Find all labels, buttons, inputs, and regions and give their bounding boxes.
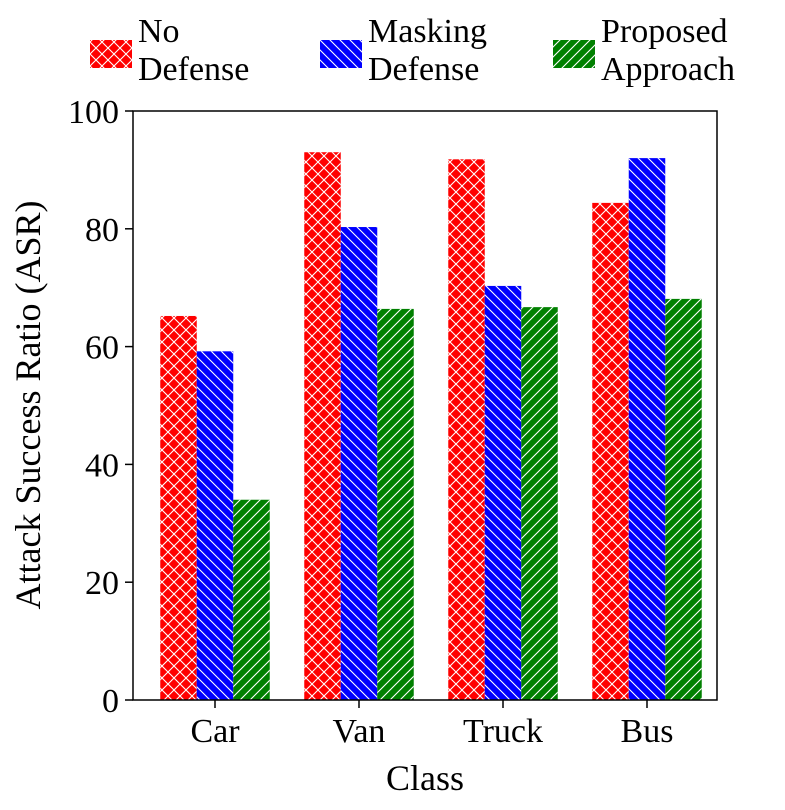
x-axis: Car Van Truck Bus — [190, 700, 673, 750]
legend-swatch-hatch-proposed-approach — [553, 40, 595, 68]
y-tick-label-20: 20 — [85, 565, 119, 602]
x-tick-label-bus: Bus — [621, 713, 674, 750]
y-axis: 0 20 40 60 80 100 — [68, 94, 133, 720]
x-tick-label-van: Van — [333, 713, 386, 750]
plot-frame — [132, 110, 718, 701]
y-tick-label-60: 60 — [85, 330, 119, 367]
legend-label-proposed-approach: Proposed Approach — [601, 13, 735, 88]
bar-proposed-approach-truck-hatch — [521, 307, 558, 700]
y-axis-title: Attack Success Ratio (ASR) — [8, 201, 48, 610]
bar-masking-defense-bus-hatch — [628, 158, 666, 700]
legend-label-masking-defense: Masking Defense — [368, 13, 487, 88]
x-tick-label-truck: Truck — [463, 713, 543, 750]
y-tick-label-40: 40 — [85, 447, 119, 484]
y-tick-label-80: 80 — [85, 212, 119, 249]
x-axis-title: Class — [386, 758, 464, 798]
legend-label-no-defense: No Defense — [138, 13, 249, 88]
x-tick-label-car: Car — [190, 713, 240, 750]
bar-no-defense-van-hatch — [304, 152, 341, 701]
bar-proposed-approach-van-hatch — [377, 308, 414, 700]
y-tick-label-0: 0 — [102, 683, 119, 720]
bar-masking-defense-van-hatch — [340, 227, 378, 700]
legend-swatch-hatch-masking-defense — [320, 40, 362, 68]
bar-no-defense-bus-hatch — [592, 202, 629, 700]
legend: No Defense Masking Defense Proposed Approach — [90, 13, 735, 88]
bars-group — [160, 152, 702, 701]
y-tick-label-100: 100 — [68, 94, 119, 131]
bar-proposed-approach-bus-hatch — [665, 298, 702, 700]
bar-masking-defense-car-hatch — [196, 351, 234, 700]
bar-no-defense-truck-hatch — [448, 159, 485, 701]
bar-proposed-approach-car-hatch — [233, 499, 270, 700]
bar-no-defense-car-hatch — [160, 315, 197, 700]
bar-masking-defense-truck-hatch — [484, 285, 522, 700]
legend-swatch-hatch-no-defense — [90, 40, 132, 68]
